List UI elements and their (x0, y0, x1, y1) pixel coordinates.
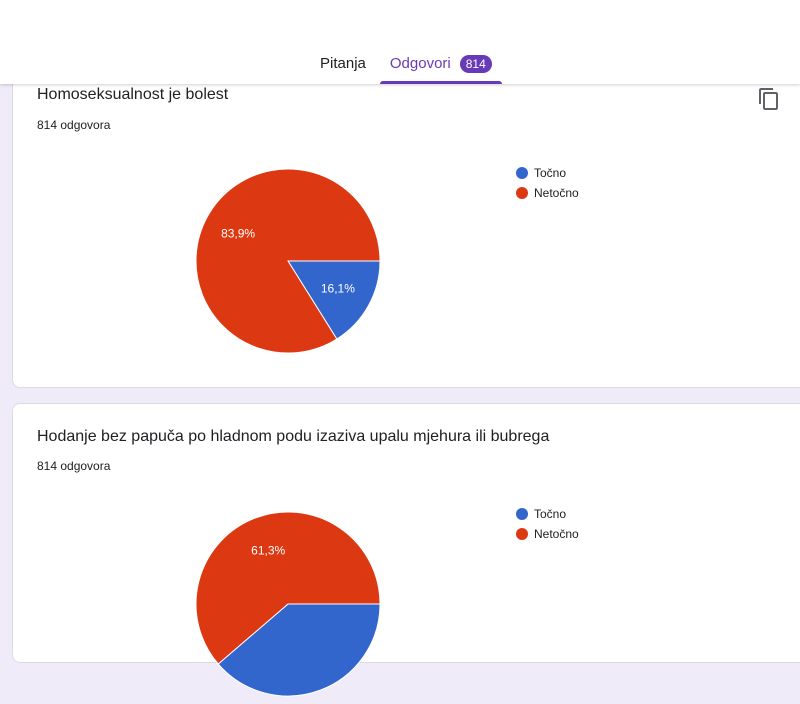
top-bar: Pitanja Odgovori 814 (0, 0, 800, 84)
chart-legend: Točno Netočno (516, 504, 579, 544)
legend-swatch-netocno (516, 187, 528, 199)
legend-item-tocno: Točno (516, 504, 579, 524)
legend-swatch-tocno (516, 508, 528, 520)
pie-label-netocno: 83,9% (221, 226, 255, 240)
legend-label-netocno: Netočno (534, 527, 579, 541)
tab-questions[interactable]: Pitanja (310, 50, 376, 84)
legend-item-netocno: Netočno (516, 183, 579, 203)
chart-legend: Točno Netočno (516, 163, 579, 203)
legend-swatch-tocno (516, 167, 528, 179)
response-count: 814 odgovora (37, 118, 111, 132)
legend-item-netocno: Netočno (516, 524, 579, 544)
pie-chart: 61,3% (195, 511, 381, 697)
legend-swatch-netocno (516, 528, 528, 540)
pie-slice-netocno[interactable] (195, 168, 381, 354)
tab-responses-label: Odgovori (389, 55, 451, 72)
legend-item-tocno: Točno (516, 163, 579, 183)
tab-responses[interactable]: Odgovori 814 (379, 50, 502, 84)
legend-label-netocno: Netočno (534, 186, 579, 200)
question-title: Hodanje bez papuča po hladnom podu izazi… (37, 428, 550, 445)
copy-chart-button[interactable] (757, 87, 781, 111)
question-summary-card: Hodanje bez papuča po hladnom podu izazi… (12, 403, 800, 697)
legend-label-tocno: Točno (534, 507, 567, 521)
response-count: 814 odgovora (37, 459, 111, 473)
legend-label-tocno: Točno (534, 166, 567, 180)
question-summary-card: Homoseksualnost je bolest 814 odgovora 1… (12, 60, 800, 388)
question-title: Homoseksualnost je bolest (37, 86, 229, 103)
pie-slice-tocno[interactable] (287, 260, 381, 340)
pie-chart: 16,1% 83,9% (195, 168, 381, 354)
pie-label-tocno: 16,1% (321, 282, 355, 296)
responses-count-badge: 814 (459, 55, 492, 73)
copy-icon (759, 88, 778, 110)
pie-label-netocno: 61,3% (251, 544, 285, 558)
tab-questions-label: Pitanja (320, 55, 366, 72)
response-tabs: Pitanja Odgovori 814 (310, 50, 502, 84)
